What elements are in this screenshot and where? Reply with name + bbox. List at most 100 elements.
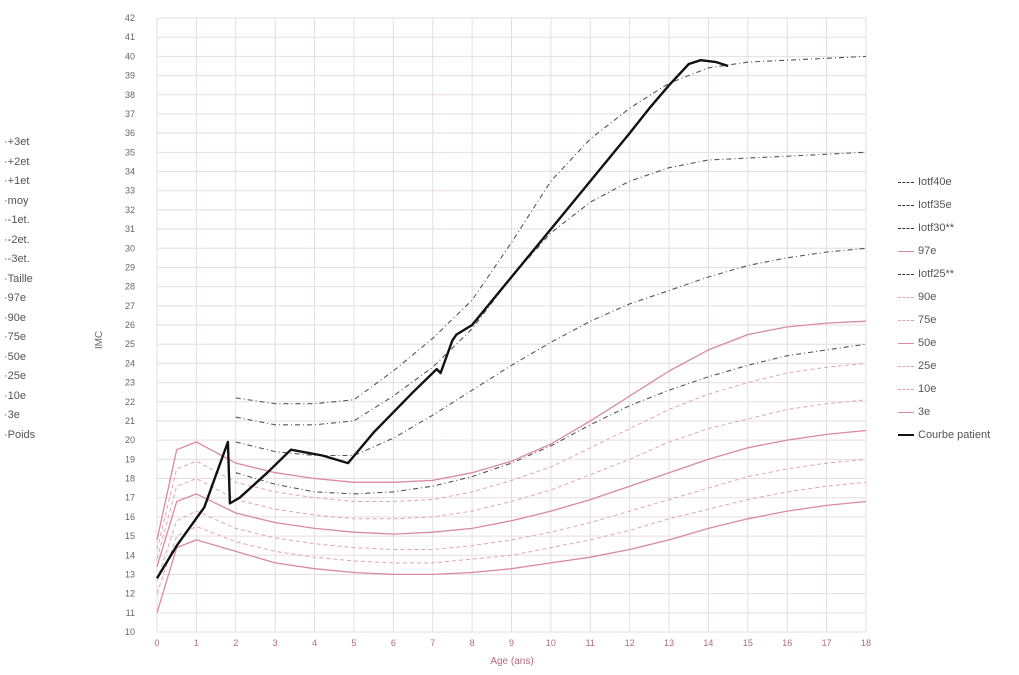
x-tick-label: 16 — [782, 638, 792, 648]
legend-swatch — [898, 204, 914, 206]
legend-label: 3e — [918, 406, 931, 418]
y-tick-label: 17 — [125, 493, 135, 503]
left-legend-item: ·+2et — [4, 155, 30, 168]
y-tick-label: 42 — [125, 13, 135, 23]
x-tick-label: 10 — [546, 638, 556, 648]
right-legend-item: 50e — [898, 337, 936, 349]
y-tick-label: 15 — [125, 531, 135, 541]
y-tick-label: 21 — [125, 416, 135, 426]
legend-label: Iotf30** — [918, 222, 955, 234]
x-axis-ticks: 0 1 2 3 4 5 6 7 8 9 10 11 12 13 14 15 16 17 18 — [154, 638, 871, 648]
y-tick-label: 10 — [125, 627, 135, 637]
y-tick-label: 29 — [125, 262, 135, 272]
legend-swatch — [898, 250, 914, 252]
legend-label: Iotf25** — [918, 268, 955, 280]
right-legend-item: 10e — [898, 383, 936, 395]
right-legend-item: 25e — [898, 360, 936, 372]
y-tick-label: 27 — [125, 301, 135, 311]
y-tick-label: 25 — [125, 339, 135, 349]
x-tick-label: 1 — [194, 638, 199, 648]
y-tick-label: 38 — [125, 90, 135, 100]
left-legend-item: ·10e — [4, 389, 27, 402]
x-tick-label: 3 — [273, 638, 278, 648]
series-line-iotf25 — [235, 343, 867, 495]
left-legend-item: ·75e — [4, 331, 27, 343]
legend-swatch — [898, 227, 914, 229]
legend-label: 75e — [918, 314, 937, 326]
y-tick-label: 35 — [125, 147, 135, 157]
legend-swatch — [898, 411, 914, 413]
left-legend-item: ·97e — [4, 292, 27, 304]
right-legend-item: 75e — [898, 314, 936, 326]
x-tick-label: 5 — [351, 638, 356, 648]
series-line-courbe-patient — [155, 59, 729, 579]
series-line-75e — [156, 399, 867, 560]
legend-swatch — [898, 365, 914, 367]
left-legend-item: ·Taille — [4, 272, 33, 285]
y-tick-label: 40 — [125, 51, 135, 61]
y-tick-label: 31 — [125, 224, 135, 234]
right-legend-item: Iotf35e — [898, 199, 952, 211]
legend-swatch — [898, 181, 914, 183]
y-tick-label: 19 — [125, 454, 135, 464]
y-tick-label: 26 — [125, 320, 135, 330]
right-legend-item: Iotf25** — [898, 268, 954, 280]
x-tick-label: 17 — [822, 638, 832, 648]
x-axis-label: Age (ans) — [490, 656, 533, 667]
legend-label: 25e — [918, 360, 937, 372]
x-tick-label: 0 — [154, 638, 159, 648]
left-legend-item: ·moy — [4, 194, 29, 207]
y-tick-label: 41 — [125, 32, 135, 42]
legend-label: 97e — [918, 245, 937, 257]
x-tick-label: 12 — [625, 638, 635, 648]
legend-swatch — [898, 388, 914, 390]
legend-swatch — [898, 296, 914, 298]
y-tick-label: 23 — [125, 378, 135, 388]
series-line-iotf30 — [235, 247, 867, 457]
y-tick-label: 16 — [125, 512, 135, 522]
y-tick-label: 36 — [125, 128, 135, 138]
legend-label: Courbe patient — [918, 429, 991, 441]
series-line-3e — [156, 500, 867, 613]
legend-swatch — [898, 273, 914, 275]
y-tick-label: 33 — [125, 186, 135, 196]
series-line-90e — [156, 362, 867, 550]
series-line-97e — [156, 320, 867, 541]
series-line-50e — [156, 429, 867, 567]
x-tick-label: 15 — [743, 638, 753, 648]
y-tick-label: 37 — [125, 109, 135, 119]
y-tick-label: 12 — [125, 589, 135, 599]
x-tick-label: 14 — [703, 638, 713, 648]
left-legend-item: ·-3et. — [4, 253, 30, 265]
legend-swatch — [898, 319, 914, 321]
y-tick-label: 28 — [125, 282, 135, 292]
left-legend-item: ·50e — [4, 350, 27, 363]
x-tick-label: 11 — [586, 638, 595, 648]
legend-label: Iotf35e — [918, 199, 952, 211]
x-tick-label: 8 — [470, 638, 475, 648]
chart-series-group — [155, 55, 867, 613]
right-legend-item: 90e — [898, 291, 936, 303]
y-tick-label: 22 — [125, 397, 135, 407]
x-tick-label: 2 — [233, 638, 238, 648]
left-legend-item: ·25e — [4, 370, 27, 382]
x-tick-label: 18 — [861, 638, 871, 648]
right-legend-item: Iotf30** — [898, 222, 954, 234]
y-tick-label: 13 — [125, 569, 135, 579]
left-legend-item: ·-2et. — [4, 233, 30, 246]
y-tick-label: 14 — [125, 550, 135, 560]
legend-label: Iotf40e — [918, 176, 952, 188]
right-legend-item: Courbe patient — [898, 429, 990, 441]
x-tick-label: 7 — [430, 638, 435, 648]
y-tick-label: 39 — [125, 71, 135, 81]
x-tick-label: 4 — [312, 638, 317, 648]
y-tick-label: 24 — [125, 358, 135, 368]
y-tick-label: 30 — [125, 243, 135, 253]
legend-label: 50e — [918, 337, 937, 349]
y-tick-label: 20 — [125, 435, 135, 445]
y-axis-label: IMC — [94, 331, 105, 349]
series-line-25e — [156, 458, 867, 581]
y-axis-ticks: 10 11 12 13 14 15 16 17 18 19 20 21 22 23 24 25 26 27 28 29… — [125, 13, 135, 637]
